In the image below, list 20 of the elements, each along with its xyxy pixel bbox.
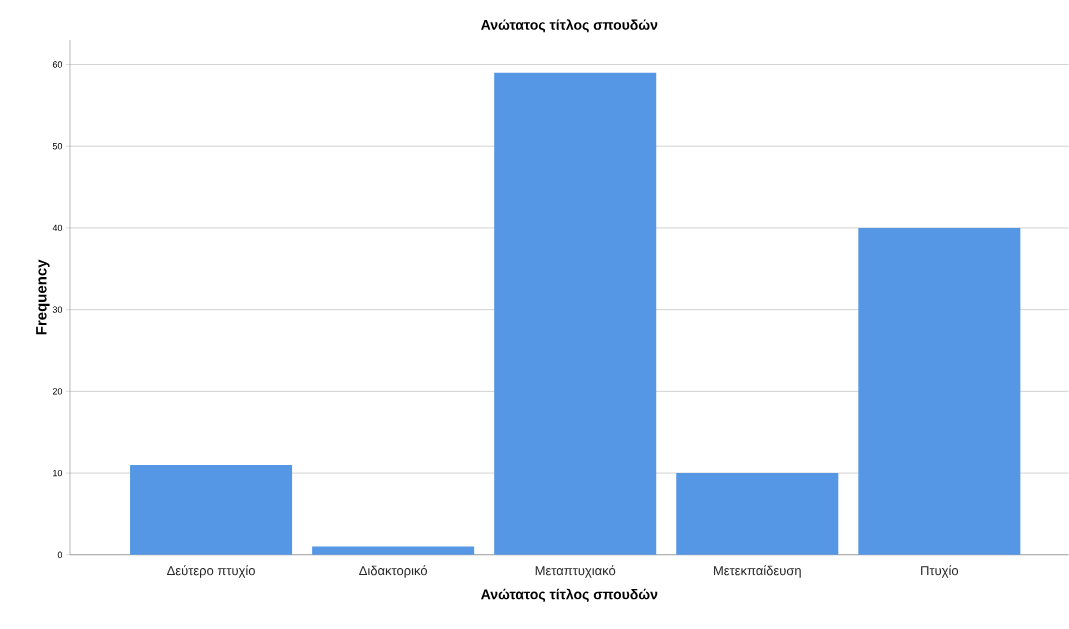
y-tick-label: 30 (52, 306, 63, 313)
x-tick-label: Μεταπτυχιακό (535, 565, 616, 578)
y-tick-label: 10 (53, 470, 63, 477)
y-axis-title: Frequency (36, 259, 50, 335)
y-tick-label: 40 (52, 224, 63, 232)
y-tick-label: 60 (52, 61, 63, 68)
bar (312, 546, 475, 555)
y-tick-label: 50 (52, 143, 63, 150)
x-tick-label: Μετεκπαίδευση (714, 565, 801, 578)
y-tick-label: 0 (57, 551, 63, 559)
x-tick-label: Διδακτορικό (359, 565, 428, 578)
x-axis-title: Ανώτατος τίτλος σπουδών (481, 588, 658, 603)
bar (494, 72, 657, 555)
chart-title: Ανώτατος τίτλος σπουδών (481, 19, 658, 33)
y-tick-label: 20 (52, 388, 63, 395)
bar (858, 228, 1021, 555)
bar (130, 465, 293, 555)
x-tick-label: Πτυχίο (921, 565, 959, 578)
bar (676, 473, 839, 555)
x-tick-label: Δεύτερο πτυχίο (167, 565, 255, 578)
